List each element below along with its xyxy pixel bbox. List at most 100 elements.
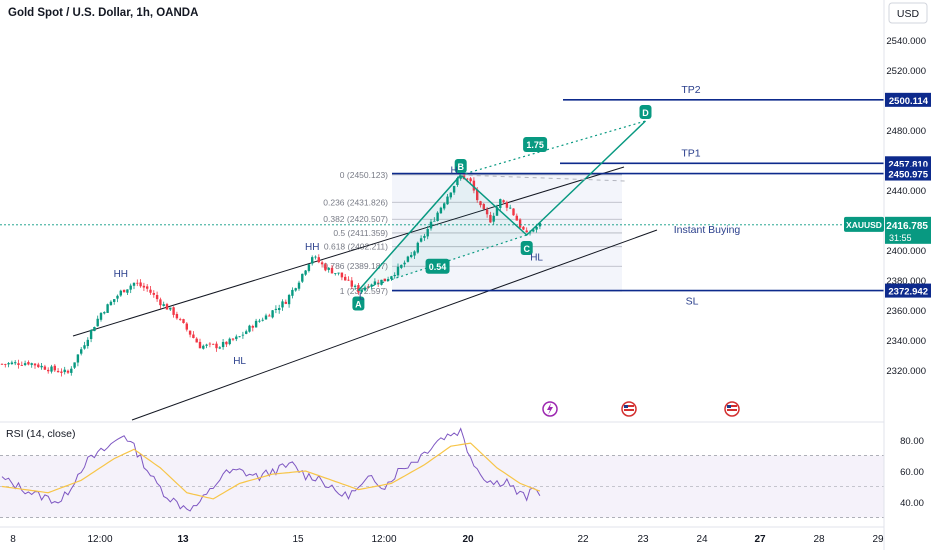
candle-body (489, 214, 492, 223)
candle-body (37, 364, 40, 368)
pattern-point-label: D (642, 108, 649, 118)
candle-body (60, 371, 63, 373)
candle-body (439, 207, 443, 214)
countdown-text: 31:55 (889, 233, 912, 243)
level-price-tag[interactable]: 2500.114 (885, 92, 931, 107)
time-tick: 24 (696, 534, 708, 545)
candle-body (254, 320, 258, 328)
candle-body (83, 345, 86, 349)
us-flag-event-icon-2[interactable] (724, 401, 740, 417)
event-icons[interactable] (542, 401, 740, 417)
level-price-tag-text: 2450.975 (888, 170, 928, 181)
pattern-point-a[interactable]: A (352, 296, 365, 311)
candle-body (182, 319, 185, 324)
candle-body (512, 208, 515, 216)
candle-body (287, 294, 291, 305)
candle-body (509, 207, 512, 209)
candle-body (476, 189, 479, 201)
pattern-point-d[interactable]: D (639, 105, 652, 119)
candle-body (129, 285, 132, 290)
price-tick: 2440.000 (886, 186, 926, 197)
candle-body (248, 325, 251, 332)
candle-body (258, 320, 261, 322)
price-axis[interactable]: 2320.000 2340.000 2360.000 2380.000 2400.000… (885, 36, 931, 377)
candle-body (357, 285, 360, 293)
currency-button[interactable]: USD (888, 2, 928, 24)
candle-body (70, 368, 73, 373)
current-price-text: 2416.785 (886, 221, 928, 232)
ratio-badge-0[interactable]: 0.54 (425, 258, 450, 274)
candle-body (274, 308, 278, 310)
price-levels[interactable]: TP2 TP1 SL Instant Buying (0, 84, 884, 308)
ratio-badge-1[interactable]: 1.75 (523, 137, 548, 152)
candle-body (535, 226, 538, 230)
candle-body (251, 326, 254, 328)
price-tick: 2400.000 (886, 246, 926, 257)
trend-channel[interactable] (72, 166, 658, 421)
candle-body (380, 279, 383, 285)
candle-body (205, 344, 208, 346)
time-tick: 15 (292, 534, 304, 545)
candle-body (271, 310, 274, 318)
candle-body (103, 312, 106, 314)
candle-body (126, 289, 129, 293)
symbol-badge-label: XAUUSD (846, 220, 882, 230)
candle-body (136, 282, 139, 284)
time-axis[interactable]: 8 12:00 13 15 12:00 20 22 23 24 27 28 29 (10, 534, 884, 545)
candle-body (53, 365, 56, 371)
channel-lower-line[interactable] (131, 229, 658, 421)
structure-label-1: HL (233, 356, 246, 367)
candle-body (538, 223, 542, 227)
candle-body (304, 270, 307, 275)
candle-body (495, 207, 499, 216)
candle-body (175, 313, 179, 319)
candle-body (231, 338, 235, 340)
pattern-legs[interactable] (357, 120, 647, 291)
candle-body (165, 304, 169, 310)
level-price-tag[interactable]: 2372.942 (885, 283, 931, 298)
candle-body (47, 369, 50, 372)
candle-body (218, 347, 221, 349)
rsi-axis: 40.00 60.00 80.00 (900, 436, 924, 509)
pattern-point-box (352, 296, 365, 311)
candle-body (330, 267, 334, 274)
pattern-point-b[interactable]: B (454, 159, 467, 173)
candle-body (66, 370, 70, 373)
candle-body (30, 363, 33, 365)
candle-body (169, 307, 172, 310)
candle-body (294, 288, 297, 291)
candle-body (320, 262, 324, 265)
abcd-pattern[interactable]: A B C D 0.54 1.75 (352, 105, 652, 311)
pattern-point-c[interactable]: C (520, 241, 533, 255)
candle-body (317, 257, 320, 263)
candle-body (344, 276, 347, 281)
time-tick: 22 (577, 534, 589, 545)
candle-body (400, 264, 403, 268)
candle-body (27, 362, 30, 365)
price-tick: 2520.000 (886, 66, 926, 77)
us-flag-event-icon[interactable] (621, 401, 637, 417)
candle-body (449, 192, 452, 198)
candle-body (155, 294, 159, 300)
candle-body (225, 341, 228, 345)
channel-upper-line[interactable] (72, 166, 625, 337)
candle-body (370, 284, 373, 287)
candle-body (350, 280, 353, 287)
earnings-event-icon[interactable] (542, 401, 558, 417)
pattern-bd-dashed[interactable] (460, 120, 646, 176)
candle-body (185, 323, 188, 330)
candle-body (515, 215, 518, 221)
candle-body (373, 281, 377, 285)
candle-body (469, 178, 472, 182)
candle-body (327, 267, 330, 270)
level-price-tag[interactable]: 2450.975 (885, 166, 931, 181)
candle-body (264, 315, 268, 320)
level-price-tag-box (885, 283, 931, 298)
candle-body (301, 273, 304, 282)
time-tick: 23 (637, 534, 649, 545)
price-tick: 2380.000 (886, 276, 926, 287)
candle-body (202, 345, 205, 349)
candle-body (33, 363, 37, 366)
candle-body (410, 254, 413, 258)
